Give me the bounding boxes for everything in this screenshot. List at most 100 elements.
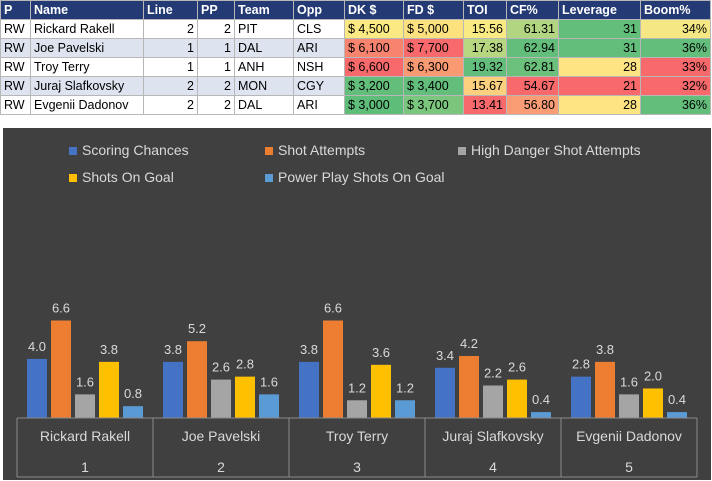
legend-swatch-1 bbox=[265, 147, 273, 155]
category-number-0: 1 bbox=[81, 459, 89, 475]
cell-boom: 36% bbox=[640, 95, 711, 115]
cell-line: 2 bbox=[143, 95, 198, 115]
data-label-1-0: 6.6 bbox=[52, 301, 70, 316]
legend-swatch-4 bbox=[265, 174, 273, 182]
legend-swatch-2 bbox=[458, 147, 466, 155]
data-label-4-1: 1.6 bbox=[260, 374, 278, 389]
header-fd[interactable]: FD $ bbox=[403, 0, 464, 20]
bar-0-4 bbox=[571, 376, 591, 418]
bar-0-0 bbox=[27, 358, 47, 418]
data-label-2-2: 1.2 bbox=[348, 380, 366, 395]
cell-p: RW bbox=[0, 95, 31, 115]
bar-0-1 bbox=[163, 361, 183, 418]
bar-chart: Scoring Chances Shot Attempts High Danger … bbox=[3, 128, 711, 480]
legend-label-3: Shots On Goal bbox=[82, 169, 174, 185]
cell-name: Juraj Slafkovsky bbox=[30, 76, 144, 96]
cell-cf: 61.31 bbox=[506, 19, 559, 39]
table-row[interactable]: RW Juraj Slafkovsky 2 2 MON CGY $ 3,200 $ 3,400… bbox=[0, 76, 711, 96]
category-label-2: Troy Terry bbox=[326, 428, 388, 444]
data-label-3-0: 3.8 bbox=[100, 342, 118, 357]
cell-toi: 19.32 bbox=[463, 57, 507, 77]
cell-team: PIT bbox=[234, 19, 294, 39]
bar-2-1 bbox=[211, 379, 231, 418]
data-label-0-4: 2.8 bbox=[572, 357, 590, 372]
header-leverage[interactable]: Leverage bbox=[558, 0, 641, 20]
cell-pp: 1 bbox=[197, 38, 235, 58]
cell-opp: CGY bbox=[293, 76, 345, 96]
data-label-0-0: 4.0 bbox=[28, 339, 46, 354]
category-number-1: 2 bbox=[217, 459, 225, 475]
category-label-0: Rickard Rakell bbox=[40, 428, 130, 444]
header-line[interactable]: Line bbox=[143, 0, 198, 20]
data-label-2-3: 2.2 bbox=[484, 366, 502, 381]
cell-boom: 33% bbox=[640, 57, 711, 77]
header-boom[interactable]: Boom% bbox=[640, 0, 711, 20]
cell-opp: CLS bbox=[293, 19, 345, 39]
bar-1-2 bbox=[323, 320, 343, 418]
data-label-1-3: 4.2 bbox=[460, 336, 478, 351]
cell-line: 1 bbox=[143, 38, 198, 58]
data-label-2-0: 1.6 bbox=[76, 374, 94, 389]
legend-label-2: High Danger Shot Attempts bbox=[471, 142, 641, 158]
data-label-3-3: 2.6 bbox=[508, 360, 526, 375]
data-label-2-4: 1.6 bbox=[620, 374, 638, 389]
category-number-2: 3 bbox=[353, 459, 361, 475]
cell-toi: 13.41 bbox=[463, 95, 507, 115]
data-label-1-4: 3.8 bbox=[596, 342, 614, 357]
bar-3-0 bbox=[99, 361, 119, 418]
cell-name: Evgenii Dadonov bbox=[30, 95, 144, 115]
cell-fd: $ 6,300 bbox=[403, 57, 464, 77]
bar-1-3 bbox=[459, 355, 479, 418]
data-label-4-3: 0.4 bbox=[532, 392, 550, 407]
table-row[interactable]: RW Rickard Rakell 2 2 PIT CLS $ 4,500 $ 5,000 15… bbox=[0, 19, 711, 39]
header-dk[interactable]: DK $ bbox=[344, 0, 404, 20]
table-row[interactable]: RW Joe Pavelski 1 1 DAL ARI $ 6,100 $ 7,700 17.3… bbox=[0, 38, 711, 58]
data-label-2-1: 2.6 bbox=[212, 360, 230, 375]
bar-4-3 bbox=[531, 412, 551, 418]
table-row[interactable]: RW Troy Terry 1 1 ANH NSH $ 6,600 $ 6,300 19.32 6… bbox=[0, 57, 711, 77]
cell-leverage: 21 bbox=[558, 76, 641, 96]
cell-team: DAL bbox=[234, 38, 294, 58]
bar-4-0 bbox=[123, 406, 143, 418]
cell-line: 2 bbox=[143, 76, 198, 96]
data-label-0-2: 3.8 bbox=[300, 342, 318, 357]
bar-3-4 bbox=[643, 388, 663, 418]
table-row[interactable]: RW Evgenii Dadonov 2 2 DAL ARI $ 3,000 $ 3,700 1… bbox=[0, 95, 711, 115]
cell-fd: $ 5,000 bbox=[403, 19, 464, 39]
cell-p: RW bbox=[0, 76, 31, 96]
bar-1-1 bbox=[187, 341, 207, 418]
cell-line: 2 bbox=[143, 19, 198, 39]
legend-swatch-0 bbox=[69, 147, 77, 155]
cell-fd: $ 3,400 bbox=[403, 76, 464, 96]
cell-name: Joe Pavelski bbox=[30, 38, 144, 58]
bar-2-4 bbox=[619, 394, 639, 418]
cell-p: RW bbox=[0, 57, 31, 77]
cell-dk: $ 3,200 bbox=[344, 76, 404, 96]
data-label-3-1: 2.8 bbox=[236, 357, 254, 372]
header-cf[interactable]: CF% bbox=[506, 0, 559, 20]
bar-0-3 bbox=[435, 367, 455, 418]
cell-p: RW bbox=[0, 38, 31, 58]
header-name[interactable]: Name bbox=[30, 0, 144, 20]
cell-opp: ARI bbox=[293, 95, 345, 115]
cell-name: Rickard Rakell bbox=[30, 19, 144, 39]
cell-pp: 2 bbox=[197, 95, 235, 115]
cell-pp: 2 bbox=[197, 19, 235, 39]
data-label-3-2: 3.6 bbox=[372, 345, 390, 360]
bar-2-0 bbox=[75, 394, 95, 418]
cell-dk: $ 6,600 bbox=[344, 57, 404, 77]
bar-3-3 bbox=[507, 379, 527, 418]
bar-2-3 bbox=[483, 385, 503, 418]
cell-cf: 62.81 bbox=[506, 57, 559, 77]
header-team[interactable]: Team bbox=[234, 0, 294, 20]
cell-opp: NSH bbox=[293, 57, 345, 77]
header-p[interactable]: P bbox=[0, 0, 31, 20]
bar-0-2 bbox=[299, 361, 319, 418]
player-table: P Name Line PP Team Opp DK $ FD $ TOI CF… bbox=[0, 0, 711, 115]
cell-cf: 54.67 bbox=[506, 76, 559, 96]
header-toi[interactable]: TOI bbox=[463, 0, 507, 20]
cell-pp: 1 bbox=[197, 57, 235, 77]
header-pp[interactable]: PP bbox=[197, 0, 235, 20]
header-opp[interactable]: Opp bbox=[293, 0, 345, 20]
cell-toi: 17.38 bbox=[463, 38, 507, 58]
